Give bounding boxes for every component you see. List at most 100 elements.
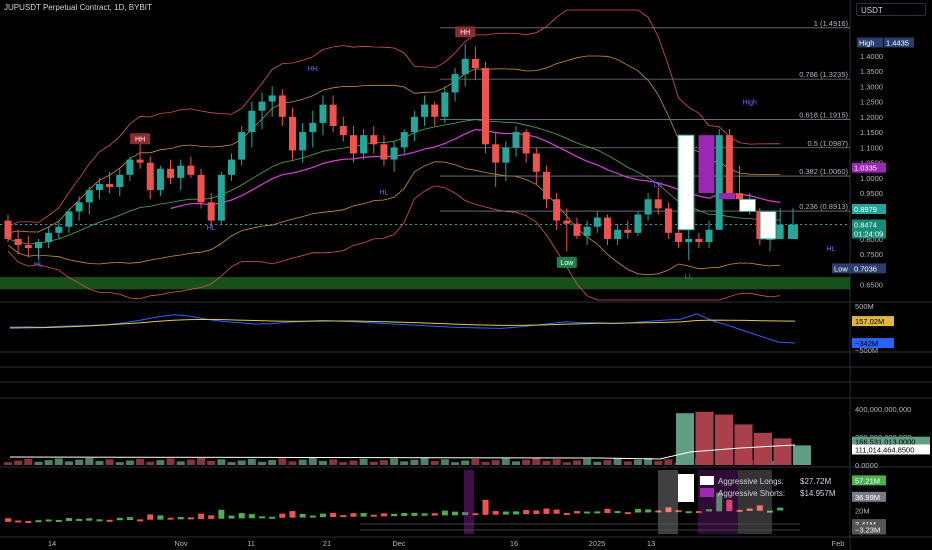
candle-body (136, 159, 144, 163)
order-bar (35, 520, 42, 523)
candle-body (75, 202, 83, 212)
order-bar (86, 518, 93, 521)
candle-body (563, 220, 571, 224)
order-bar (248, 514, 255, 519)
structure-label-6: HL (207, 225, 216, 232)
volume-bar (613, 458, 622, 465)
order-bar (25, 520, 32, 523)
volume-bar (552, 459, 561, 465)
volume-bar (349, 460, 358, 465)
volume-bar-large (754, 432, 772, 465)
price-tag-bg-3 (852, 204, 886, 215)
fib-label-1: 0.786 (1.3235) (799, 70, 848, 79)
order-bar (777, 507, 784, 511)
volume-bar (156, 460, 165, 465)
candle-body (55, 226, 63, 233)
chart-title: JUPUSDT Perpetual Contract, 1D, BYBIT (4, 3, 152, 12)
time-tick-0: 14 (48, 539, 56, 548)
volume-bar (268, 460, 277, 465)
currency-selector[interactable]: USDT (856, 3, 926, 16)
volume-bar (390, 458, 399, 465)
time-tick-5: 16 (510, 539, 518, 548)
volume-bar (491, 460, 500, 465)
order-bar (604, 508, 611, 514)
candle-body (380, 144, 388, 160)
volume-bar (85, 458, 94, 465)
candle-body (268, 95, 276, 102)
candle-body (45, 232, 53, 242)
osc-tag-2: −342M (855, 339, 878, 348)
candle-body (461, 58, 469, 75)
candle-body (207, 202, 215, 221)
structure-box-2 (556, 256, 577, 268)
fib-label-5: 0.236 (0.8913) (799, 202, 848, 211)
candle-body (288, 116, 296, 151)
order-tag-bg-3 (852, 491, 886, 502)
order-bar (218, 509, 225, 519)
legend-swatch-1 (700, 488, 714, 497)
candle-body (85, 190, 93, 203)
volume-bar-large (676, 413, 694, 465)
volume-bar (522, 459, 531, 465)
volume-bar (227, 462, 236, 465)
order-bar (350, 513, 357, 517)
order-bar (380, 513, 387, 517)
candle-body (664, 208, 672, 233)
candle-body (24, 245, 32, 249)
price-tick-0: 1.4000 (860, 52, 883, 61)
candle-body (675, 232, 683, 242)
volume-bar (64, 461, 73, 465)
candle-body (390, 147, 398, 160)
volume-bar (34, 461, 43, 465)
osc-tag-bg-2 (852, 338, 894, 349)
osc-tag-1: 157.02M (855, 317, 884, 326)
volume-bar (247, 458, 256, 465)
volume-bar (4, 462, 12, 465)
structure-label-5: HL (34, 261, 43, 268)
order-bar (360, 513, 367, 517)
volume-bar (501, 458, 510, 465)
order-bar (431, 513, 438, 516)
candle-body (319, 104, 327, 123)
candle-body (654, 199, 662, 209)
volume-bar (197, 458, 206, 465)
candle-body (177, 165, 185, 178)
price-tick-12: 0.7500 (860, 250, 883, 259)
order-bar (645, 509, 652, 513)
order-bar (726, 499, 733, 512)
order-bar (756, 505, 763, 511)
candle-body (95, 184, 103, 191)
fib-label-3: 0.5 (1.0987) (808, 139, 849, 148)
volume-bar-large (715, 414, 733, 465)
legend-value-1: $14.957M (800, 489, 836, 498)
candle-body (705, 229, 713, 242)
volume-bar (532, 458, 541, 465)
order-bar (543, 508, 550, 514)
candle-body (309, 122, 317, 133)
order-bar (767, 510, 773, 513)
candle-body (421, 104, 429, 117)
volume-bar-large (734, 424, 753, 465)
volume-bar (207, 460, 216, 465)
volume-bar (583, 458, 592, 465)
structure-box-0 (455, 26, 476, 38)
candle-body (715, 135, 723, 230)
candle-body (776, 224, 784, 239)
volume-bar (166, 458, 175, 465)
volume-bar (369, 461, 378, 465)
volume-bar (430, 460, 439, 465)
order-bar (695, 511, 702, 514)
candle-body (197, 174, 205, 203)
candle-body (329, 104, 337, 126)
candle-body (410, 116, 418, 133)
price-tag-2: 1.0335 (854, 164, 877, 173)
volume-bar (420, 458, 429, 465)
order-bar (96, 519, 103, 522)
order-bar (340, 515, 347, 518)
volume-bar (451, 462, 460, 465)
candle-body (360, 135, 368, 154)
candle-body (492, 144, 500, 163)
band-lower-outer (7, 185, 781, 301)
order-bar (482, 499, 489, 515)
